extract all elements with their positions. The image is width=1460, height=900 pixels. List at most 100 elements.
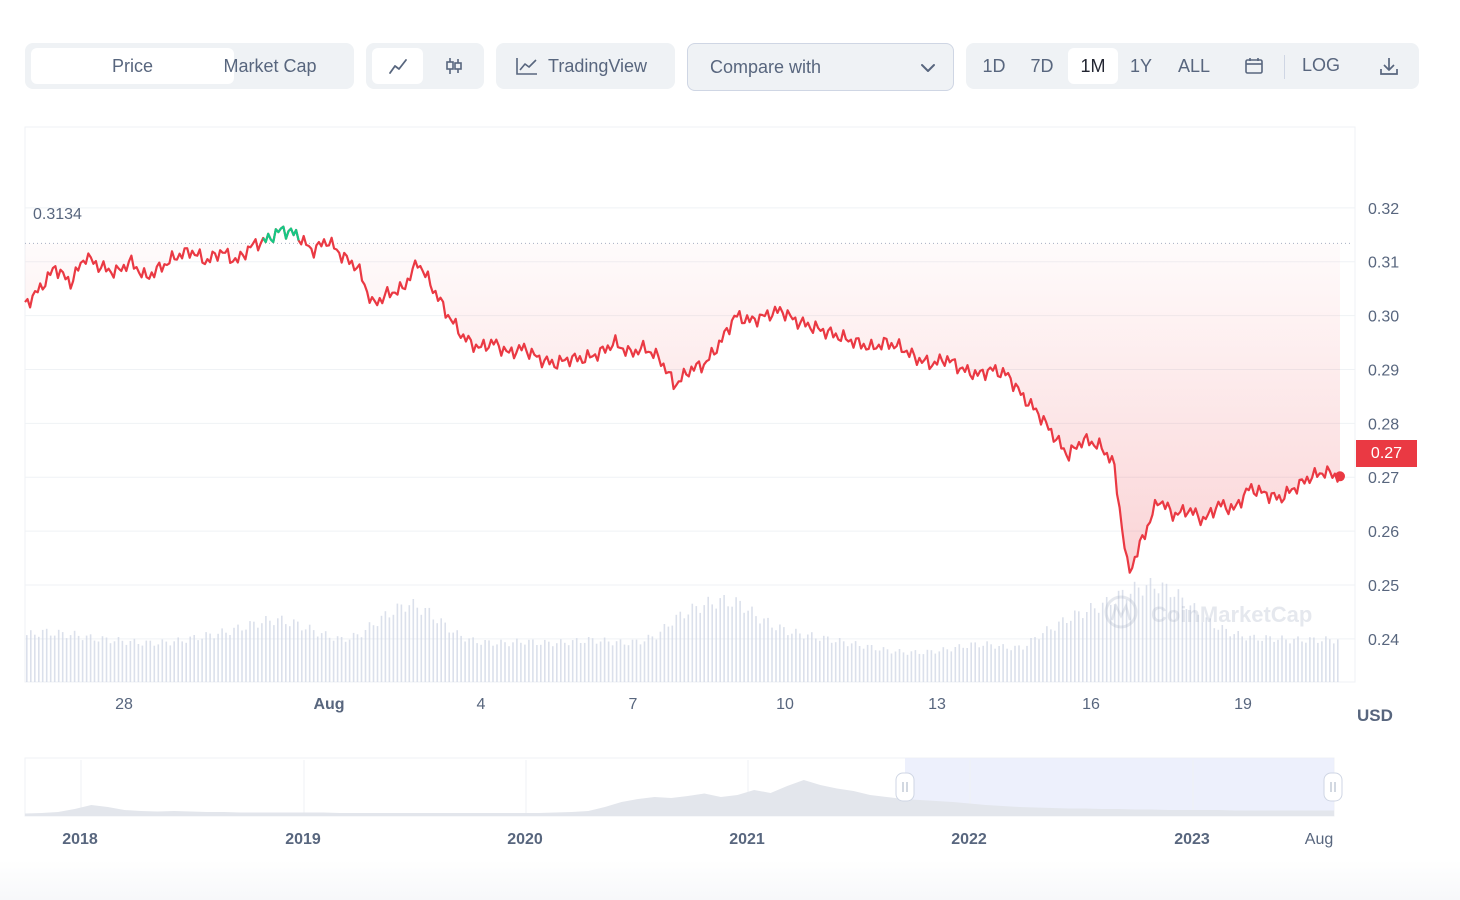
volume-bar — [376, 626, 379, 682]
volume-bar — [571, 640, 574, 682]
log-scale-toggle[interactable]: LOG — [1301, 55, 1340, 75]
volume-bar — [1038, 639, 1040, 682]
volume-bar — [603, 637, 606, 682]
volume-bar — [699, 612, 701, 682]
volume-bar — [842, 641, 845, 682]
x-tick-label: 28 — [115, 696, 133, 713]
range-7d[interactable]: 7D — [1030, 56, 1054, 76]
range-all[interactable]: ALL — [1177, 56, 1211, 76]
volume-bar — [1293, 638, 1295, 682]
volume-bar — [671, 625, 674, 682]
volume-bar — [1165, 583, 1168, 682]
volume-bar — [189, 636, 191, 682]
volume-bar — [360, 637, 363, 682]
volume-bar — [1042, 633, 1044, 682]
compare-dropdown[interactable]: Compare with — [687, 43, 954, 91]
y-tick-label: 0.24 — [1368, 632, 1399, 649]
volume-bar — [500, 639, 502, 682]
download-button[interactable] — [1369, 48, 1409, 84]
volume-bar — [986, 641, 988, 682]
tab-price[interactable]: Price — [31, 48, 234, 84]
volume-bar — [564, 642, 566, 682]
volume-bar — [1177, 589, 1180, 682]
tab-market-cap[interactable]: Market Cap — [223, 56, 317, 76]
volume-bar — [1301, 641, 1303, 682]
volume-bar — [472, 637, 474, 682]
navigator-tick-label: 2022 — [951, 831, 987, 848]
range-1y[interactable]: 1Y — [1129, 56, 1153, 76]
volume-bar — [894, 651, 897, 682]
volume-bar — [1097, 612, 1100, 682]
volume-bar — [1030, 638, 1032, 682]
volume-bar — [647, 634, 650, 682]
navigator-tick-label: 2021 — [729, 831, 765, 848]
volume-bar — [1221, 625, 1224, 682]
volume-bar — [225, 632, 227, 682]
volume-bar — [1117, 590, 1120, 682]
volume-bar — [336, 636, 339, 682]
volume-bar — [1213, 628, 1216, 682]
volume-bar — [1010, 650, 1012, 682]
volume-bar — [579, 643, 582, 682]
volume-bar — [787, 635, 789, 682]
volume-bar — [946, 649, 949, 682]
volume-bar — [791, 633, 793, 682]
volume-bar — [1078, 611, 1080, 682]
navigator-x-axis: 2018 2019 2020 2021 2022 2023 Aug — [62, 831, 1333, 848]
volume-bar — [783, 627, 785, 682]
volume-bar — [488, 640, 490, 682]
volume-bar — [587, 637, 590, 682]
volume-bar — [898, 649, 901, 682]
y-tick-label: 0.27 — [1368, 470, 1399, 487]
volume-bar — [41, 629, 44, 682]
x-tick-label: 13 — [928, 696, 946, 713]
line-chart-button[interactable] — [372, 48, 423, 84]
volume-bar — [1054, 630, 1056, 682]
volume-bar — [400, 604, 403, 682]
volume-bar — [803, 638, 805, 682]
volume-bar — [133, 638, 136, 682]
page-footer-fade — [0, 860, 1460, 900]
volume-bar — [348, 639, 351, 682]
volume-bar — [819, 640, 821, 682]
volume-bar — [57, 629, 60, 682]
volume-bar — [468, 638, 470, 682]
volume-bar — [544, 639, 546, 682]
volume-bar — [45, 628, 48, 682]
volume-bar — [1233, 634, 1235, 682]
x-tick-label: 16 — [1082, 696, 1100, 713]
x-tick-label: 4 — [477, 696, 486, 713]
volume-bar — [1197, 614, 1200, 682]
candlestick-chart-button[interactable] — [428, 48, 479, 84]
volume-bar — [1185, 609, 1188, 682]
volume-bar — [1137, 587, 1140, 682]
range-1d[interactable]: 1D — [982, 56, 1006, 76]
volume-bar — [1229, 636, 1231, 682]
navigator-left-handle[interactable] — [895, 772, 915, 802]
volume-bar — [823, 635, 825, 682]
date-range-button[interactable] — [1234, 48, 1274, 84]
navigator-right-handle[interactable] — [1323, 772, 1343, 802]
range-1m[interactable]: 1M — [1068, 48, 1118, 84]
volume-bar — [1261, 640, 1263, 682]
volume-bar — [775, 630, 777, 682]
volume-bar — [492, 645, 494, 682]
tradingview-button[interactable]: TradingView — [496, 43, 675, 89]
volume-bar — [1309, 637, 1311, 682]
volume-bar — [1058, 621, 1060, 682]
chart-toolbar: Price Market Cap TradingView Compare wit… — [0, 43, 1460, 91]
volume-bar — [926, 649, 929, 682]
volume-bar — [137, 644, 140, 682]
volume-bar — [404, 611, 407, 682]
volume-bar — [105, 637, 108, 682]
volume-bar — [1070, 620, 1072, 682]
volume-bar — [436, 623, 438, 682]
volume-bar — [922, 654, 925, 682]
volume-bar — [484, 640, 486, 682]
volume-bar — [1002, 644, 1004, 682]
volume-bar — [185, 642, 187, 682]
volume-bar — [767, 617, 769, 682]
volume-bar — [277, 618, 279, 682]
volume-bar — [715, 608, 717, 682]
volume-bar — [165, 641, 168, 682]
